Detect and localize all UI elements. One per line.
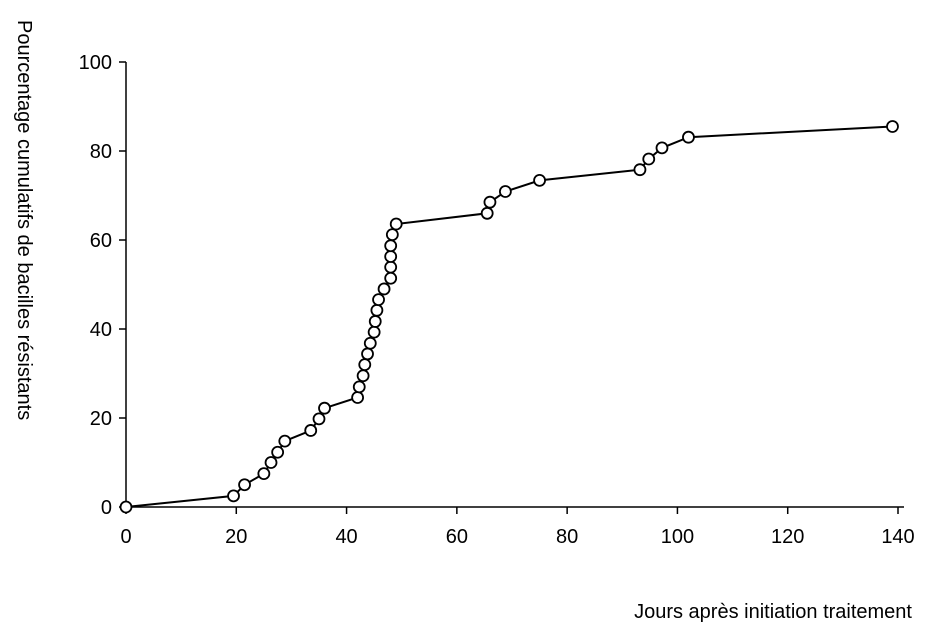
- y-axis-title: Pourcentage cumulatifs de bacilles résis…: [13, 20, 35, 420]
- data-point: [304, 424, 318, 437]
- y-tick-label: 0: [101, 497, 112, 519]
- y-tick-label: 60: [90, 230, 112, 252]
- data-point: [257, 467, 271, 481]
- data-point: [377, 282, 391, 296]
- x-tick-label: 0: [120, 526, 131, 548]
- data-point: [372, 293, 385, 307]
- y-tick-label: 100: [79, 52, 112, 74]
- data-point: [238, 478, 251, 492]
- data-point: [361, 347, 374, 361]
- data-point: [384, 271, 398, 285]
- y-tick-label: 40: [90, 319, 112, 341]
- data-point: [363, 336, 377, 350]
- x-tick-label: 120: [771, 526, 804, 548]
- data-point: [384, 239, 398, 253]
- data-point: [483, 195, 497, 209]
- x-tick-label: 80: [556, 526, 578, 548]
- x-tick-label: 100: [661, 526, 694, 548]
- data-point: [384, 250, 398, 263]
- data-point: [533, 173, 546, 187]
- y-axis-ticks: 0 20 40 60 80 100: [79, 52, 126, 519]
- data-point: [271, 445, 285, 459]
- y-tick-label: 80: [90, 141, 112, 163]
- data-point: [119, 500, 133, 514]
- data-point: [312, 412, 326, 426]
- data-point: [227, 489, 240, 503]
- data-point: [633, 163, 647, 177]
- data-point: [480, 206, 494, 220]
- data-point: [498, 185, 512, 198]
- series-layer: [119, 120, 899, 514]
- data-point: [384, 260, 398, 274]
- data-point: [264, 456, 278, 469]
- data-point: [370, 303, 384, 317]
- data-point: [682, 130, 695, 144]
- data-point: [352, 380, 366, 394]
- data-point: [351, 391, 365, 404]
- x-tick-label: 140: [881, 526, 914, 548]
- y-tick-label: 20: [90, 408, 112, 430]
- x-tick-label: 40: [335, 526, 357, 548]
- x-axis-title: Jours après initiation traitement: [634, 601, 912, 623]
- data-point: [368, 315, 382, 328]
- data-point: [886, 120, 899, 133]
- data-point: [385, 228, 399, 242]
- x-tick-label: 60: [446, 526, 468, 548]
- data-point: [278, 434, 292, 448]
- x-axis-ticks: 0 20 40 60 80 100 120 140: [120, 507, 915, 548]
- data-point: [655, 141, 669, 155]
- data-point: [356, 369, 370, 383]
- data-point: [642, 152, 656, 166]
- x-tick-label: 20: [225, 526, 247, 548]
- data-point: [358, 358, 372, 372]
- series-line: [125, 125, 893, 508]
- data-point: [318, 401, 331, 415]
- data-point: [367, 325, 381, 339]
- data-point: [389, 217, 403, 231]
